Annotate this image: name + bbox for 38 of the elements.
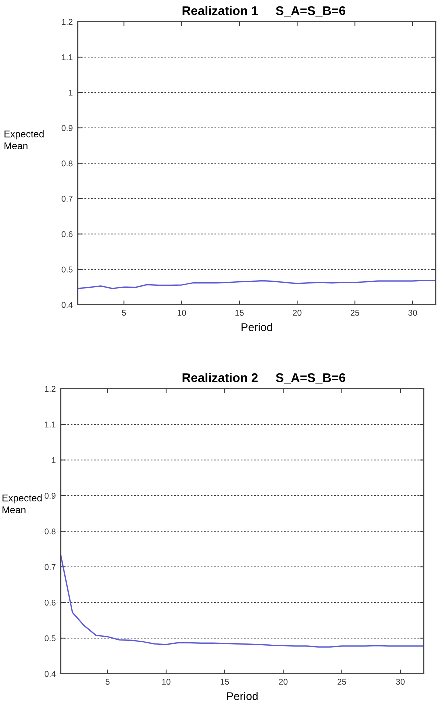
line-series	[78, 280, 436, 290]
y-tick-label: 1.1	[45, 422, 56, 428]
y-axis-title: Expected Mean	[4, 130, 44, 150]
y-tick-label: 0.6	[62, 231, 73, 238]
y-tick-label: 0.7	[44, 564, 56, 570]
x-axis-title: Period	[242, 323, 272, 332]
line-series	[61, 554, 424, 648]
x-tick-label: 20	[279, 679, 288, 685]
y-tick-label: 0.9	[62, 125, 73, 132]
y-tick-label: 1	[52, 458, 56, 464]
x-tick-label: 30	[408, 310, 418, 316]
x-axis-title: Period	[227, 692, 258, 700]
chart-title: Realization 2 S_A=S_B=6	[182, 373, 346, 384]
y-tick-label: 1.2	[62, 19, 73, 26]
x-tick-label: 25	[350, 310, 360, 316]
x-tick-label: 10	[178, 310, 186, 316]
x-tick-label: 10	[162, 679, 171, 685]
y-tick-label: 1.1	[62, 54, 73, 60]
chart-title: Realization 1 S_A=S_B=6	[182, 6, 346, 17]
y-tick-label: 1	[69, 90, 73, 96]
y-axis-title: Expected Mean	[2, 494, 42, 514]
y-tick-label: 0.8	[44, 528, 56, 535]
x-tick-label: 30	[396, 679, 405, 685]
x-tick-label: 15	[220, 679, 230, 685]
y-tick-label: 0.5	[62, 266, 73, 273]
y-tick-label: 0.6	[44, 600, 56, 606]
y-tick-label: 0.8	[62, 160, 73, 167]
y-tick-label: 0.4	[44, 671, 56, 678]
x-tick-label: 15	[236, 310, 244, 316]
y-tick-label: 0.5	[44, 636, 56, 642]
x-tick-label: 5	[106, 679, 110, 685]
y-tick-label: 0.4	[62, 302, 73, 308]
x-tick-label: 25	[338, 679, 346, 685]
x-tick-label: 5	[122, 310, 126, 316]
y-tick-label: 0.7	[62, 196, 73, 202]
x-tick-label: 20	[293, 310, 302, 316]
y-tick-label: 0.9	[44, 493, 56, 499]
y-tick-label: 1.2	[45, 386, 56, 392]
